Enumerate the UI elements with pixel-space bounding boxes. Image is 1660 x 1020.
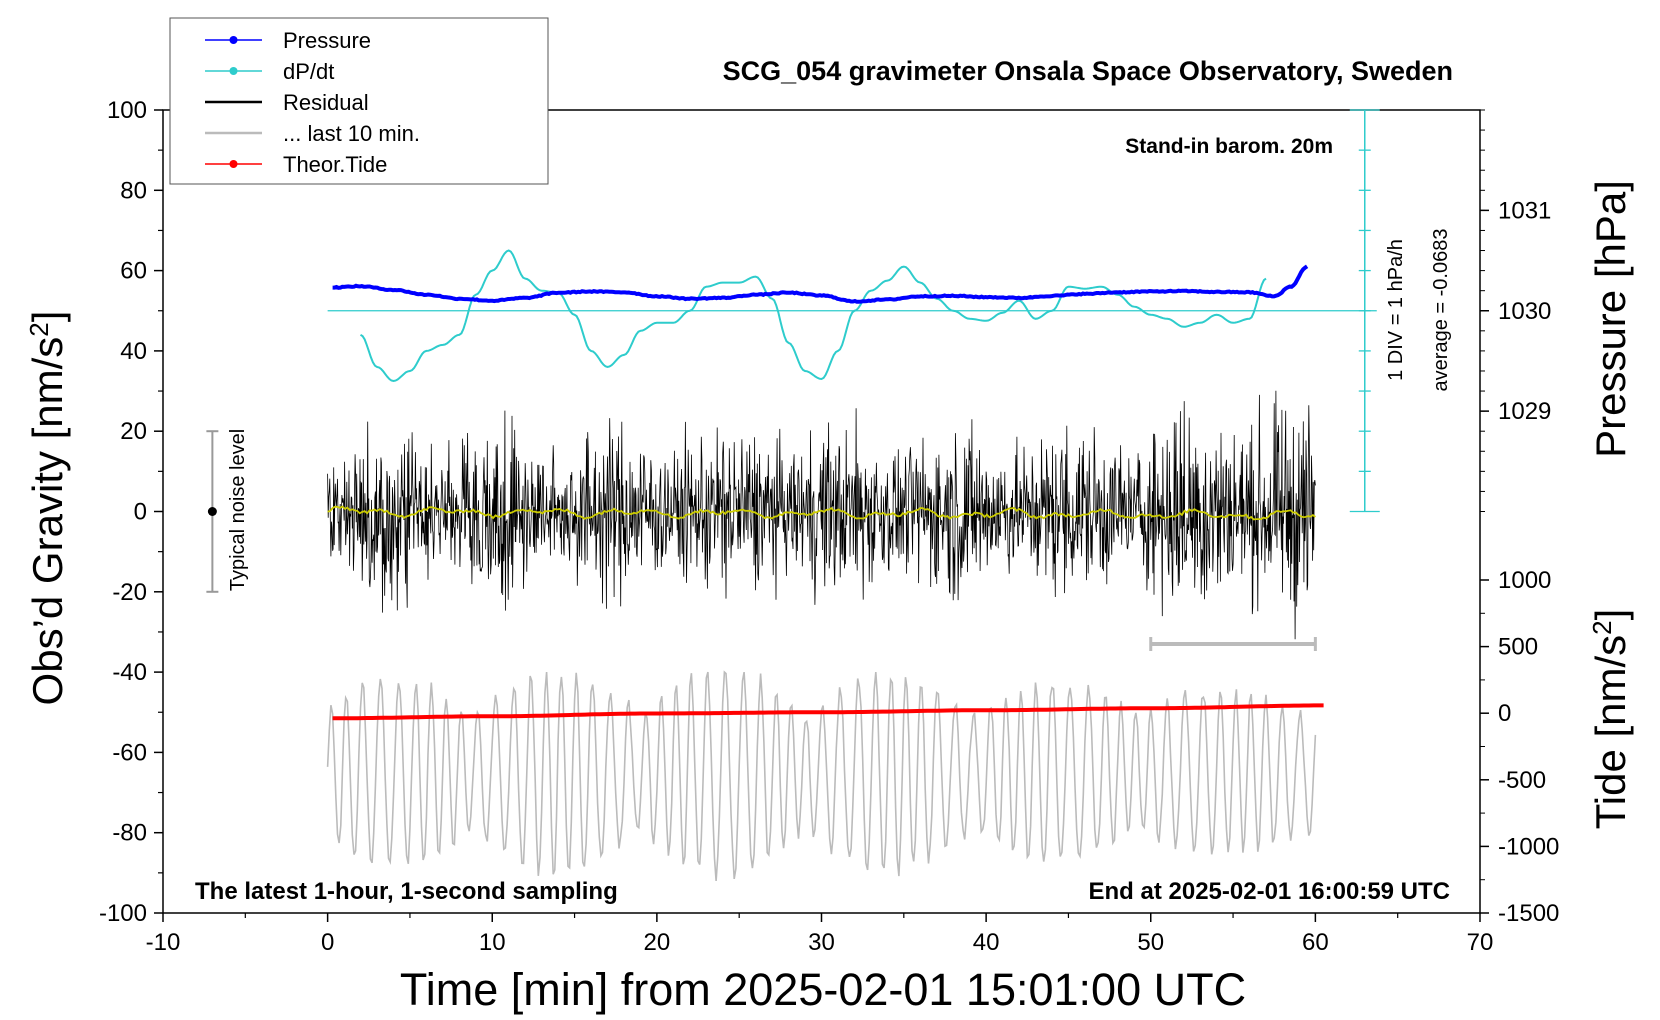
x-tick-label: 30 [808, 929, 835, 956]
legend-label: dP/dt [283, 59, 334, 84]
legend-marker [229, 160, 238, 168]
residual-smoothed-line [327, 505, 1316, 521]
noise-level-dot [207, 507, 217, 516]
y-axis-label-main: Obs’d Gravity [nm/s2] [24, 311, 71, 706]
pressure-tick-label: 1029 [1498, 398, 1551, 425]
y-axis-label-tide: Tide [nm/s2] [1587, 609, 1634, 830]
x-tick-label: 50 [1137, 929, 1164, 956]
tide-tick-label: 1000 [1498, 567, 1551, 594]
x-axis-label: Time [min] from 2025-02-01 15:01:00 UTC [400, 964, 1246, 1015]
tide-tick-label: -1000 [1498, 833, 1559, 860]
legend-marker [229, 36, 238, 44]
pressure-tick-label: 1031 [1498, 197, 1551, 224]
series-layer [206, 109, 1380, 881]
legend-label: Pressure [283, 28, 371, 53]
legend: Pressure dP/dt Residual ... last 10 min. The… [169, 17, 549, 185]
x-tick-label: 60 [1302, 929, 1329, 956]
last-10-min-line [326, 670, 1317, 881]
y-tick-label: 20 [120, 418, 147, 445]
y-tick-label: -40 [112, 659, 147, 686]
average-note: average = -0.0683 [1430, 229, 1452, 392]
axis-ticks: -10 0 10 20 30 40 50 60 70100806040200-20-40-60-… [99, 97, 1559, 956]
pressure-line [332, 264, 1309, 304]
x-tick-label: 20 [644, 929, 671, 956]
y-tick-label: 40 [120, 338, 147, 365]
chart-title: SCG_054 gravimeter Onsala Space Observat… [723, 56, 1453, 86]
x-tick-label: 10 [479, 929, 506, 956]
tide-tick-label: 0 [1498, 700, 1511, 727]
legend-label: Residual [283, 90, 369, 115]
y-axis-label-pressure: Pressure [hPa] [1587, 180, 1634, 458]
noise-level-label: Typical noise level [227, 429, 249, 591]
residual-line [327, 390, 1316, 640]
div-note: 1 DIV = 1 hPa/h [1385, 239, 1407, 381]
x-tick-label: 40 [973, 929, 1000, 956]
y-tick-label: 100 [107, 97, 147, 124]
barometer-note: Stand-in barom. 20m [1125, 135, 1333, 158]
x-tick-label: 70 [1467, 929, 1494, 956]
y-tick-label: 60 [120, 258, 147, 285]
tide-tick-label: 500 [1498, 634, 1538, 661]
x-tick-label: 0 [321, 929, 334, 956]
dpdt-line [359, 249, 1267, 383]
legend-label: Theor.Tide [283, 152, 387, 177]
y-tick-label: -80 [112, 820, 147, 847]
tide-tick-label: -500 [1498, 767, 1546, 794]
sampling-note: The latest 1-hour, 1-second sampling [195, 878, 618, 905]
end-time-note: End at 2025-02-01 16:00:59 UTC [1089, 878, 1451, 905]
tide-tick-label: -1500 [1498, 900, 1559, 927]
pressure-tick-label: 1030 [1498, 298, 1551, 325]
y-tick-label: 80 [120, 177, 147, 204]
legend-label: ... last 10 min. [283, 121, 420, 146]
y-tick-label: -60 [112, 739, 147, 766]
y-tick-label: 0 [134, 499, 147, 526]
legend-marker [229, 67, 238, 75]
x-tick-label: -10 [146, 929, 181, 956]
y-tick-label: -100 [99, 900, 147, 927]
tide-line [332, 703, 1324, 721]
y-tick-label: -20 [112, 579, 147, 606]
